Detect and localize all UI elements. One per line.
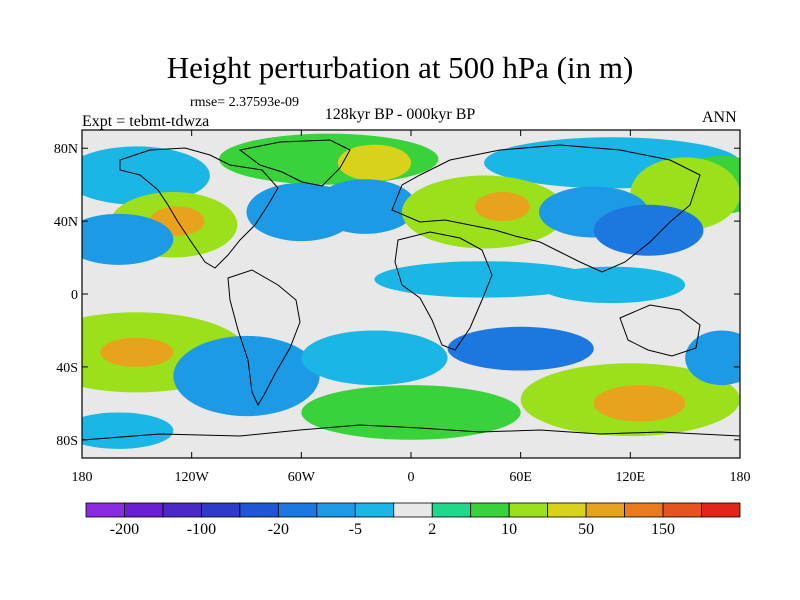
page-title: Height perturbation at 500 hPa (in m)	[166, 50, 634, 85]
colorbar-swatch	[393, 502, 433, 518]
coastline-south-america	[227, 269, 301, 407]
field-anomaly	[82, 412, 174, 449]
colorbar-swatch	[162, 502, 202, 518]
rmse-label: rmse= 2.37593e-09	[190, 95, 299, 110]
colorbar-label: -100	[187, 521, 216, 538]
field-anomaly	[82, 213, 174, 265]
coastline-greenland	[238, 139, 351, 187]
lat-tick-label: 80N	[54, 142, 78, 157]
field-anomaly	[82, 146, 210, 205]
lon-tick-label: 180	[72, 470, 93, 485]
lat-tick-label: 40S	[56, 361, 78, 376]
experiment-label: Expt = tebmt-tdwza	[82, 113, 210, 130]
colorbar-swatch	[239, 502, 279, 518]
coastlines	[82, 139, 740, 441]
colorbar-label: -5	[349, 521, 362, 538]
height-perturbation-field	[82, 130, 740, 458]
colorbar-swatch	[354, 502, 395, 518]
field-anomaly	[301, 385, 521, 440]
lat-tick-label: 80S	[56, 434, 78, 449]
colorbar-swatch	[701, 502, 741, 518]
field-anomaly	[538, 266, 686, 304]
colorbar-swatch	[316, 502, 356, 518]
colorbar-swatch	[585, 502, 625, 518]
coastline-eurasia	[391, 144, 701, 273]
lat-tick-label: 0	[71, 288, 78, 303]
coastline-antarctica	[82, 424, 740, 441]
colorbar-label: 150	[651, 521, 675, 538]
colorbar-label: -200	[110, 521, 139, 538]
colorbar-swatch	[508, 502, 549, 518]
period-label: 128kyr BP - 000kyr BP	[324, 106, 476, 123]
lon-tick-label: 0	[408, 470, 415, 485]
colorbar-swatch	[470, 502, 510, 518]
colorbar-swatch	[662, 502, 702, 518]
lon-tick-label: 180	[730, 470, 751, 485]
field-anomaly	[173, 335, 320, 417]
lon-tick-label: 60E	[509, 470, 532, 485]
field-anomaly	[447, 326, 594, 371]
field-anomaly	[593, 385, 686, 422]
coastline-north-america	[119, 147, 279, 269]
colorbar-swatch	[431, 502, 472, 518]
field-anomaly	[337, 144, 412, 182]
field-anomaly	[100, 337, 174, 367]
lon-tick-label: 120W	[175, 470, 210, 485]
colorbar-swatch	[547, 502, 587, 518]
colorbar-swatch	[277, 502, 318, 518]
colorbar-swatch	[85, 502, 125, 518]
field-anomaly	[374, 261, 594, 298]
colorbar-swatch	[201, 502, 241, 518]
colorbar-swatch	[624, 502, 664, 518]
coastline-australia	[619, 304, 701, 357]
field-anomaly	[593, 204, 704, 256]
colorbar-label: 50	[578, 521, 594, 538]
field-anomaly	[685, 330, 740, 386]
field-anomaly	[301, 330, 448, 386]
colorbar-label: 2	[428, 521, 436, 538]
colorbar-label: -20	[268, 521, 289, 538]
colorbar-swatch	[124, 502, 164, 518]
map-axes: 80N 40N 0 40S 80S 180 120W 60W 0 60E 120E 180	[54, 130, 751, 485]
colorbar-label: 10	[501, 521, 517, 538]
colorbar: -200 -100 -20 -5 2 10 50 150	[85, 502, 741, 538]
field-anomaly	[314, 179, 417, 234]
lat-tick-label: 40N	[54, 215, 78, 230]
lon-tick-label: 120E	[616, 470, 646, 485]
lon-tick-label: 60W	[288, 470, 316, 485]
coastline-africa	[394, 231, 493, 351]
field-anomaly	[474, 191, 530, 222]
season-label: ANN	[702, 109, 737, 126]
